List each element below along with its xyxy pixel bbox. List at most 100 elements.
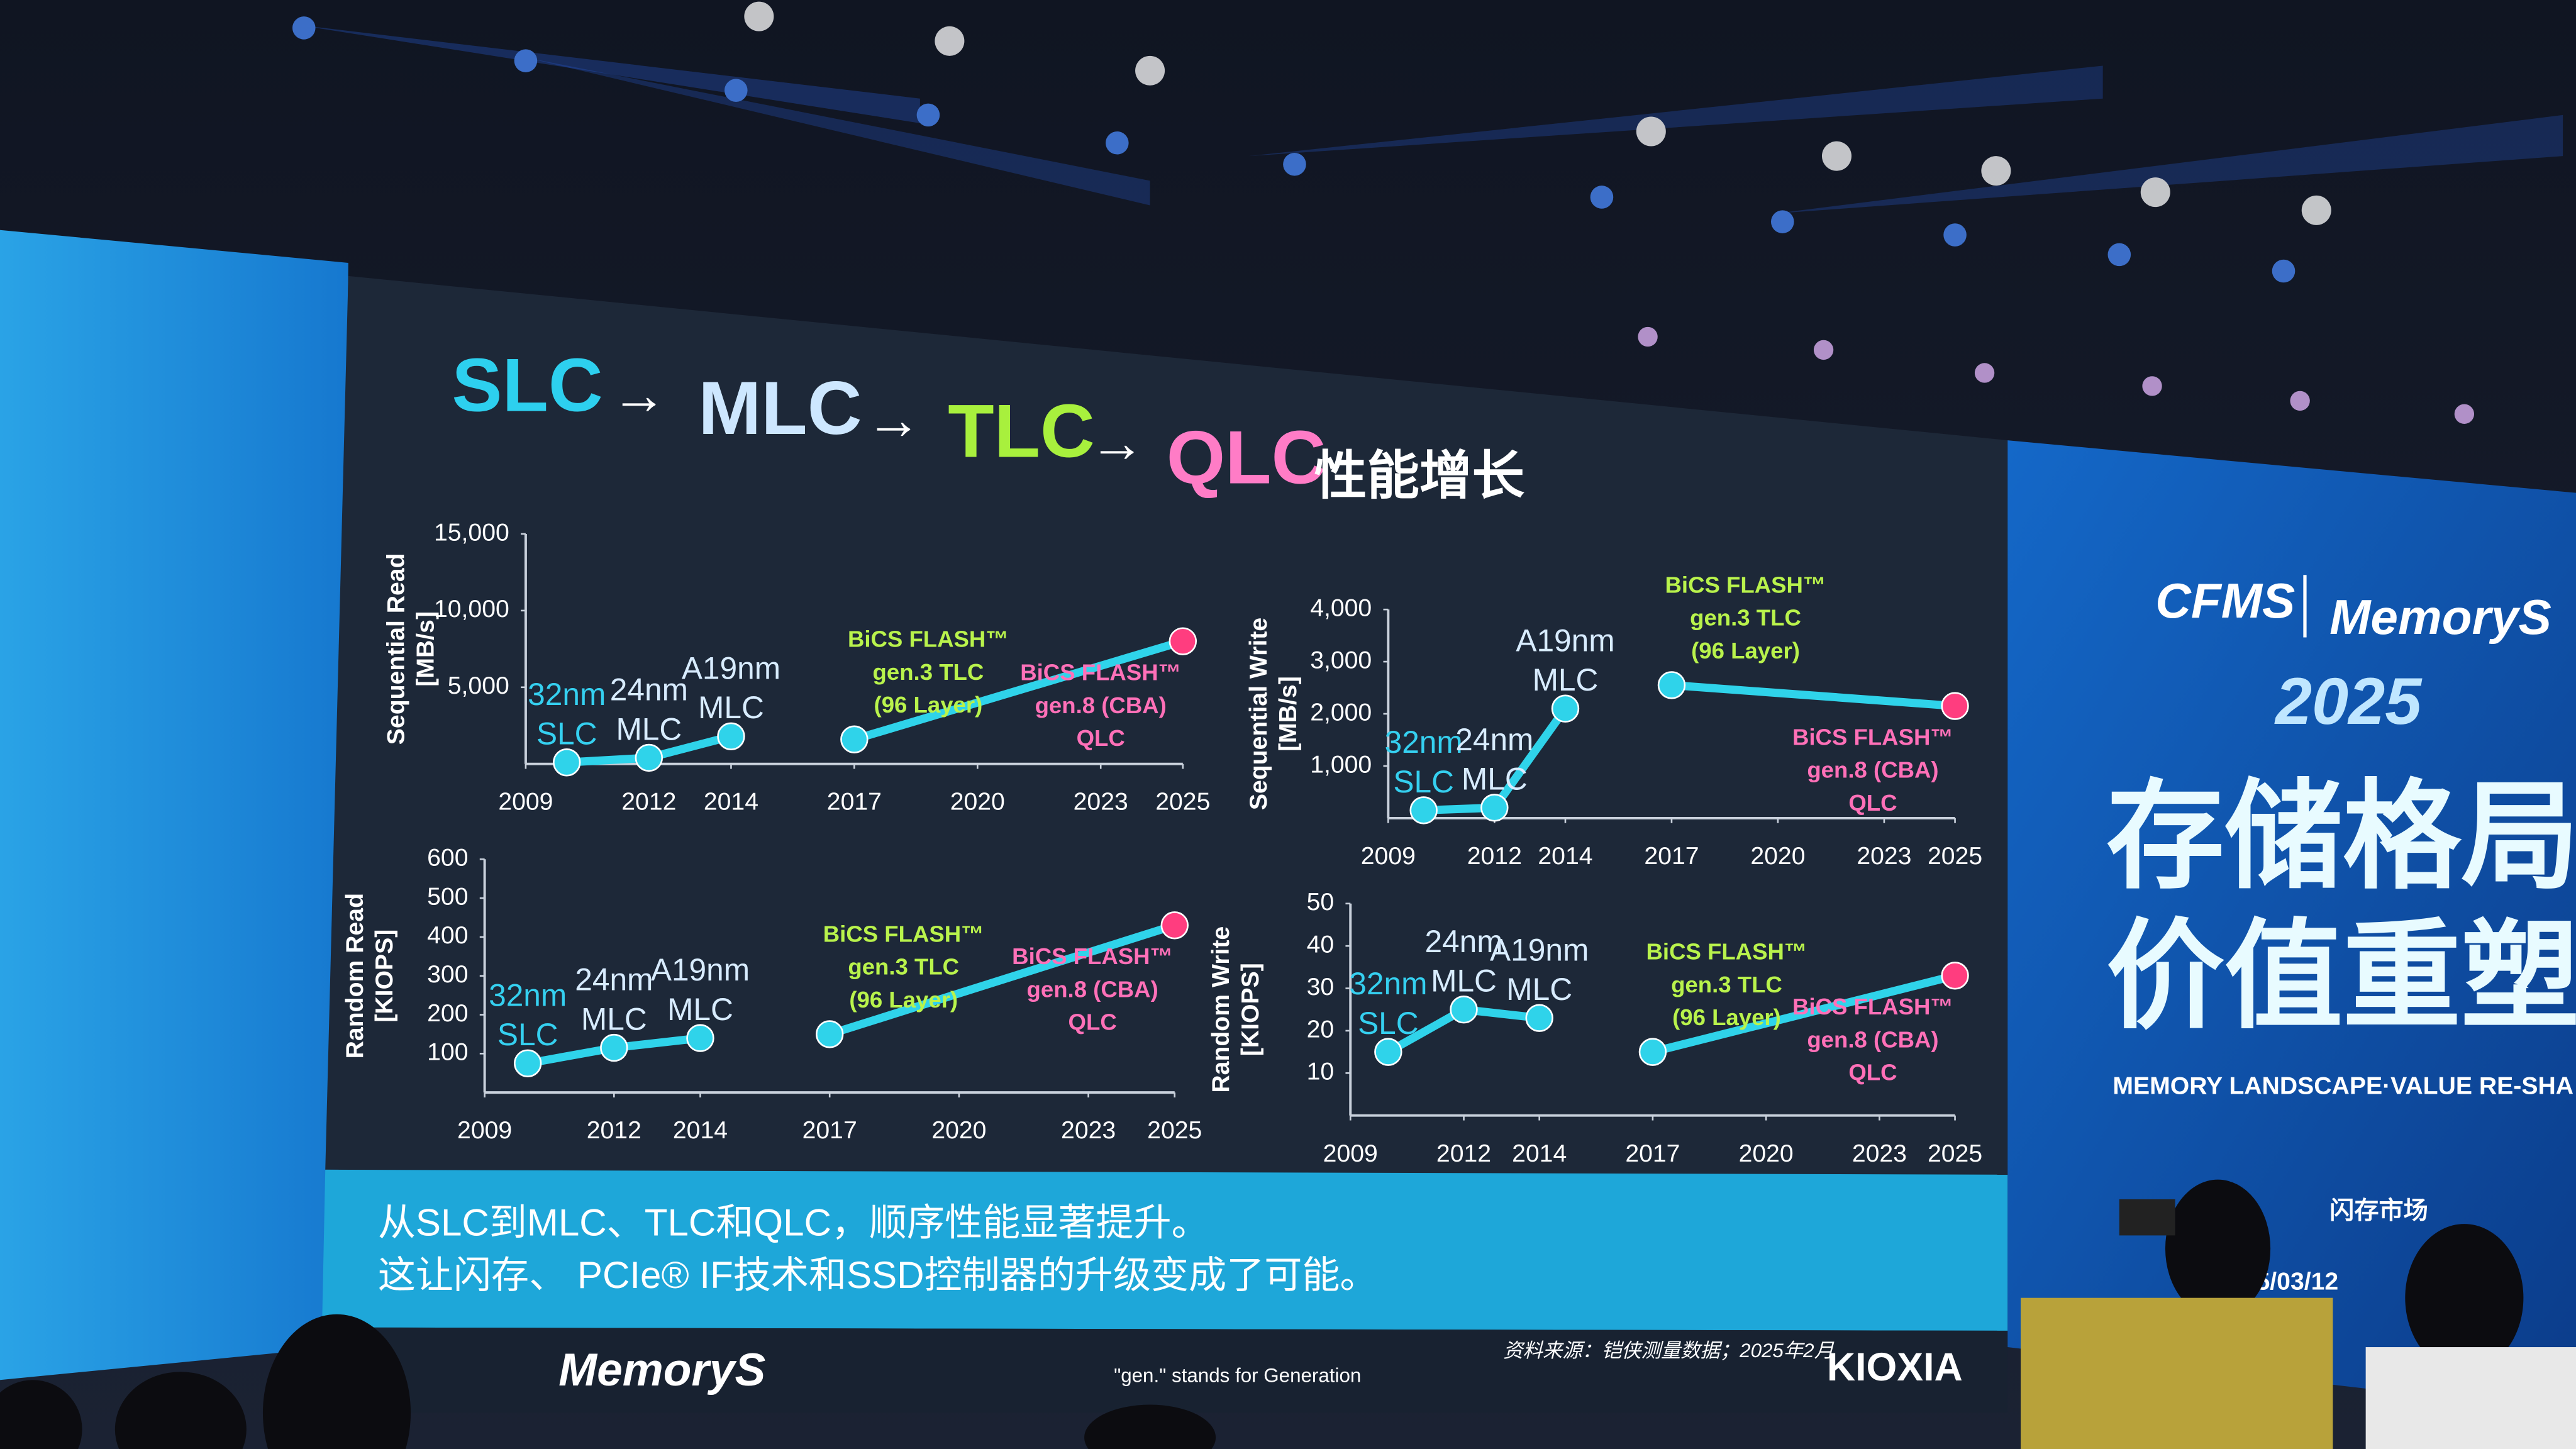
point-label: A19nm (1490, 932, 1589, 967)
caption-band (322, 1169, 2008, 1331)
x-tick-label: 2023 (1061, 1117, 1116, 1144)
point-label: MLC (1533, 662, 1599, 697)
point-label: SLC (536, 716, 597, 752)
title-suffix: 性能增长 (1314, 446, 1525, 505)
point-label: QLC (1069, 1009, 1117, 1035)
point-label: 32nm (528, 677, 606, 712)
x-tick-label: 2025 (1155, 789, 1210, 816)
point-label: (96 Layer) (1691, 638, 1800, 663)
y-axis-label: [MB/s] (1275, 676, 1302, 752)
point-label: MLC (667, 992, 733, 1027)
data-line (1648, 971, 1960, 1057)
point-label: 24nm (610, 672, 688, 708)
point-label: MLC (616, 711, 682, 747)
x-tick-label: 2023 (1074, 789, 1128, 816)
title-mlc: MLC (698, 366, 862, 450)
banner-logo: CFMS (2155, 573, 2295, 628)
y-axis-label: [KIOPS] (1237, 963, 1264, 1056)
y-axis-label: Sequential Read (383, 553, 410, 745)
banner: CFMS MemoryS 2025 存储格局 价值重塑 MEMORY LANDS… (2106, 573, 2576, 1295)
x-tick-label: 2023 (1852, 1140, 1907, 1167)
point-label: gen.8 (CBA) (1035, 692, 1167, 718)
x-tick-label: 2014 (704, 789, 758, 816)
x-tick-label: 2014 (1538, 843, 1592, 870)
stage-lights (292, 1, 2563, 424)
y-axis-label: [MB/s] (413, 611, 440, 687)
slide (325, 275, 2008, 1175)
chart: 5,000 10,000 15,000 2009 2012 2014 2017 2020 202… (383, 519, 1211, 815)
y-tick-label: 50 (1307, 889, 1335, 916)
chart: 1,000 2,000 3,000 4,000 2009 2012 2014 2017 2020… (1245, 572, 1982, 870)
data-point (1638, 1038, 1667, 1066)
data-point (1480, 794, 1509, 822)
x-tick-label: 2020 (1750, 843, 1805, 870)
chart: 10 20 30 40 50 2009 2012 2014 2017 2020 2023 2025 Ra… (1208, 889, 1982, 1167)
y-tick-label: 100 (427, 1039, 468, 1066)
chart: 100 200 300 400 500 600 2009 2012 2014 2017 2020 20… (341, 845, 1202, 1145)
x-tick-label: 2020 (1739, 1140, 1794, 1167)
y-tick-label: 400 (427, 922, 468, 949)
banner-heading: 存储格局 (2106, 770, 2576, 902)
y-tick-label: 30 (1307, 974, 1335, 1001)
title-tlc: TLC (948, 389, 1095, 474)
data-point (1941, 962, 1969, 990)
x-tick-label: 2012 (621, 789, 676, 816)
point-label: BiCS FLASH™ (1792, 724, 1953, 750)
data-line (1667, 680, 1960, 711)
slide-title: SLC → MLC → TLC → QLC 性能增长 (452, 343, 1524, 504)
y-tick-label: 1,000 (1310, 751, 1372, 778)
point-label: 24nm (1455, 722, 1533, 757)
point-label: SLC (497, 1017, 558, 1052)
data-point (1160, 911, 1189, 940)
point-label: (96 Layer) (849, 987, 958, 1013)
banner-subtitle: MEMORY LANDSCAPE·VALUE RE-SHA (2112, 1073, 2573, 1100)
title-qlc: QLC (1167, 415, 1326, 499)
point-label: MLC (1462, 762, 1528, 797)
data-point (600, 1033, 628, 1062)
data-point (1169, 627, 1197, 655)
y-tick-label: 10 (1307, 1058, 1335, 1085)
banner-heading: 价值重塑 (2106, 910, 2576, 1042)
data-point (1941, 692, 1969, 720)
title-arrow: → (1089, 411, 1145, 474)
point-label: BiCS FLASH™ (848, 626, 1009, 652)
data-point (686, 1024, 714, 1052)
data-point (1551, 694, 1580, 723)
source-note: 资料来源：铠侠测量数据；2025年2月 (1503, 1340, 1834, 1362)
y-tick-label: 20 (1307, 1016, 1335, 1043)
point-label: gen.3 TLC (848, 954, 959, 980)
point-label: BiCS FLASH™ (1020, 660, 1181, 686)
x-tick-label: 2017 (802, 1117, 857, 1144)
point-label: QLC (1077, 725, 1125, 751)
point-label: A19nm (651, 952, 750, 987)
x-tick-label: 2012 (587, 1117, 641, 1144)
point-label: 24nm (575, 962, 653, 997)
point-label: QLC (1848, 1060, 1897, 1085)
y-tick-label: 300 (427, 961, 468, 988)
x-tick-label: 2014 (1512, 1140, 1567, 1167)
y-axis-label: Random Write (1208, 926, 1235, 1093)
x-tick-label: 2017 (1625, 1140, 1680, 1167)
point-label: A19nm (1516, 623, 1614, 658)
point-label: A19nm (682, 650, 780, 686)
footer-logo: MemoryS (558, 1345, 765, 1396)
data-point (1657, 671, 1686, 699)
x-tick-label: 2017 (1644, 843, 1699, 870)
point-label: 32nm (1349, 966, 1427, 1001)
data-point (553, 748, 581, 777)
y-tick-label: 200 (427, 1000, 468, 1027)
point-label: MLC (1506, 972, 1572, 1007)
point-label: MLC (581, 1001, 647, 1036)
data-point (1450, 996, 1478, 1024)
data-point (717, 722, 745, 751)
banner-market: 闪存市场 (2329, 1197, 2428, 1224)
gen-note: "gen." stands for Generation (1114, 1364, 1361, 1386)
x-tick-label: 2012 (1467, 843, 1522, 870)
data-point (1374, 1038, 1402, 1066)
data-point (635, 743, 663, 772)
banner-logo: MemoryS (2329, 589, 2551, 645)
data-point (1525, 1004, 1553, 1032)
data-point (840, 725, 869, 753)
x-tick-label: 2009 (457, 1117, 512, 1144)
